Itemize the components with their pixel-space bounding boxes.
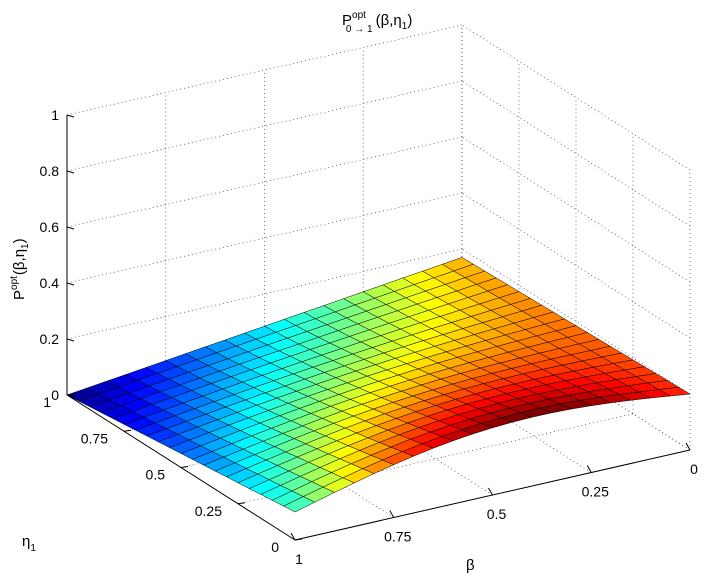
z-tick-mark — [66, 338, 75, 342]
eta-tick-label: 0.75 — [81, 430, 108, 446]
z-tick-label: 0.2 — [40, 331, 60, 347]
x-axis-label: β — [466, 557, 475, 574]
y-axis-label: η1 — [22, 533, 36, 554]
surface-patch — [283, 496, 316, 513]
eta-tick-label: 1 — [43, 394, 51, 410]
eta-tick-mark — [294, 538, 303, 541]
z-tick-label: 0.4 — [40, 275, 60, 291]
eta-tick-mark — [237, 502, 246, 505]
eta-tick-label: 0 — [271, 539, 279, 555]
eta-tick-label: 0.25 — [195, 503, 222, 519]
z-tick-mark — [66, 114, 75, 118]
z-tick-label: 0.6 — [40, 219, 60, 235]
beta-tick-mark — [685, 442, 691, 451]
surface-mesh — [66, 257, 691, 513]
beta-tick-mark — [389, 510, 395, 518]
z-tick-mark — [66, 170, 75, 174]
z-tick-mark — [66, 226, 75, 230]
eta-tick-label: 0.5 — [146, 467, 166, 483]
beta-tick-label: 0 — [690, 461, 698, 477]
eta-tick-mark — [123, 429, 132, 432]
z-tick-label: 1 — [51, 107, 59, 123]
beta-tick-mark — [586, 465, 592, 473]
axes: 0 0.2 0.4 0.6 0.8 1 1 0.75 0.5 0.25 0 0 0.25 0.5 0.75 1 — [40, 107, 699, 567]
beta-tick-label: 0.5 — [487, 506, 507, 522]
grid-line — [461, 24, 691, 171]
eta-tick-mark — [66, 393, 75, 396]
z-tick-label: 0 — [51, 387, 59, 403]
eta-tick-mark — [180, 466, 189, 468]
chart-title: Popt 0 → 1(β,η1) — [342, 10, 412, 35]
z-tick-label: 0.8 — [40, 163, 60, 179]
z-tick-mark — [66, 282, 75, 286]
beta-tick-label: 0.25 — [582, 484, 609, 500]
beta-tick-label: 1 — [295, 551, 303, 567]
z-axis-label: Popt(β,η1) — [9, 238, 31, 300]
beta-tick-mark — [488, 487, 493, 496]
beta-tick-mark — [290, 532, 296, 541]
beta-tick-label: 0.75 — [384, 529, 411, 545]
